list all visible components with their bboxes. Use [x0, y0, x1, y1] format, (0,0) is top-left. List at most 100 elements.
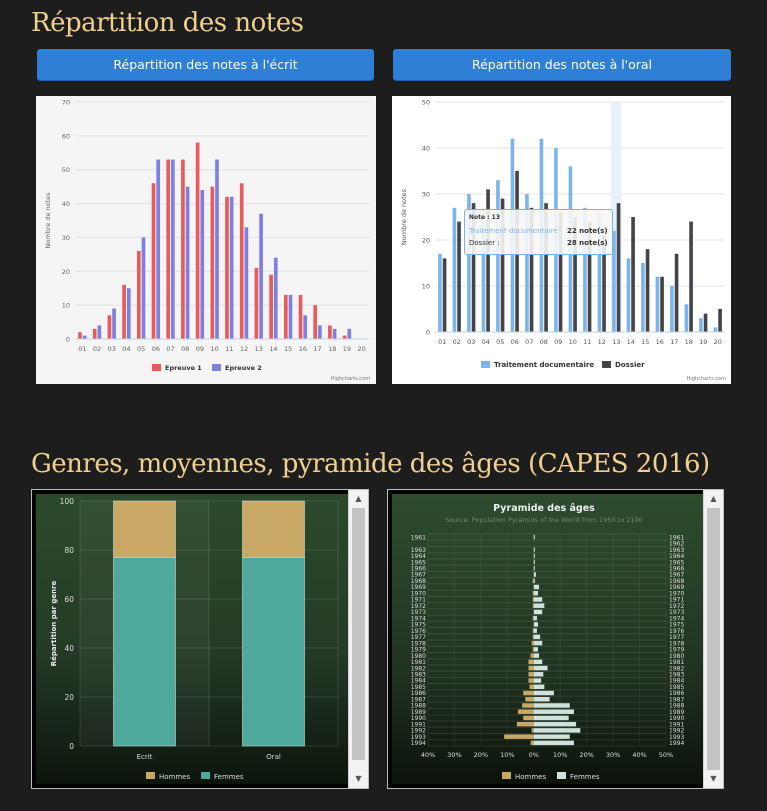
y-tick-label: 80	[64, 546, 74, 555]
chart-notes-ecrit: 0 10 20 30 40 50 60 70 01 02 03 04 05 06 07 08 09 10 11 12 1…	[36, 96, 376, 384]
bar	[500, 198, 505, 332]
tooltip-value-2: 28 note(s)	[567, 239, 608, 247]
y-tick-label-left: 1983	[411, 671, 426, 678]
bar	[655, 276, 660, 332]
bar	[583, 207, 587, 332]
bar	[112, 308, 116, 339]
y-tick-label-right: 1973	[669, 609, 684, 616]
stacked-bar	[242, 500, 305, 558]
chart-pyramide: Pyramide des âges Source: Population Pyra…	[392, 494, 703, 784]
bar	[684, 304, 689, 332]
bar-hommes	[523, 715, 534, 721]
tooltip-value-1: 22 note(s)	[567, 227, 608, 235]
bar-femmes	[533, 740, 574, 746]
x-tick-label: 50%	[659, 751, 673, 759]
y-tick-label: 10	[422, 283, 430, 291]
bar-femmes	[533, 572, 536, 577]
legend-label: Traitement documentaire	[494, 361, 594, 369]
bar	[674, 253, 679, 332]
bar-femmes	[533, 721, 577, 727]
y-tick-label: 40	[64, 644, 74, 653]
bar-femmes	[533, 622, 539, 627]
bar-femmes	[533, 665, 548, 671]
chart-title: Pyramide des âges	[493, 503, 595, 514]
y-tick-label-left: 1978	[411, 640, 426, 647]
bar	[273, 257, 278, 339]
scroll-thumb[interactable]	[352, 508, 365, 760]
chart-genres: 0 20 40 60 80 100 Ecrit Oral Répartition par gen…	[36, 494, 348, 784]
bar	[200, 190, 205, 339]
bar-hommes	[528, 678, 534, 683]
legend-swatch	[557, 772, 566, 779]
y-tick-label-right: 1972	[669, 603, 684, 610]
legend-swatch	[212, 364, 221, 371]
stacked-bar	[113, 557, 176, 747]
y-tick-label-right: 1965	[669, 559, 684, 566]
y-tick-label-left: 1994	[411, 740, 426, 747]
bar	[438, 253, 442, 332]
x-tick-label: 07	[525, 338, 533, 346]
x-tick-label: 01	[438, 338, 446, 346]
bar	[181, 159, 185, 339]
x-tick-label: 09	[196, 345, 204, 353]
bar	[215, 159, 219, 339]
bar-hommes	[532, 634, 534, 640]
bar	[151, 183, 156, 339]
bar	[136, 250, 141, 339]
bar	[626, 258, 631, 332]
y-tick-label-right: 1989	[669, 709, 684, 716]
x-tick-label: 10%	[553, 751, 567, 759]
bar-hommes	[504, 734, 534, 739]
scroll-down-icon[interactable]: ▼	[710, 774, 717, 783]
y-tick-label-left: 1976	[411, 628, 426, 635]
chart-tooltip: Note : 13 Traitement documentaire 22 not…	[464, 209, 613, 255]
scrollbar-pyramide[interactable]: ▲ ▼	[703, 490, 723, 788]
y-axis-label: Nombre de notes	[400, 188, 408, 245]
bar-hommes	[532, 597, 534, 602]
y-tick-label-left: 1965	[411, 559, 426, 566]
section-title-genres: Genres, moyennes, pyramide des âges (CAP…	[31, 449, 710, 479]
bar	[107, 315, 112, 339]
bar	[442, 258, 447, 332]
bar-femmes	[533, 597, 543, 602]
tooltip-label-2: Dossier :	[469, 239, 500, 247]
y-tick-label: 50	[422, 99, 430, 107]
bar-hommes	[532, 603, 534, 608]
x-tick-label: 10	[211, 345, 219, 353]
chart-background	[392, 494, 703, 784]
hover-band	[611, 102, 622, 332]
scroll-up-icon[interactable]: ▲	[710, 494, 717, 503]
y-tick-label-right: 1991	[669, 721, 684, 728]
bar-femmes	[533, 672, 544, 677]
scroll-up-icon[interactable]: ▲	[355, 494, 362, 503]
bar-femmes	[533, 647, 539, 652]
legend-label: Femmes	[570, 773, 600, 781]
x-tick-label: 30%	[606, 751, 620, 759]
x-tick-label: 04	[122, 345, 130, 353]
bar-hommes	[528, 665, 534, 671]
y-tick-label-right: 1988	[669, 703, 684, 710]
x-tick-label: 20%	[474, 751, 488, 759]
frame-genres: 0 20 40 60 80 100 Ecrit Oral Répartition par gen…	[31, 489, 369, 789]
y-tick-label: 40	[422, 145, 430, 153]
credits: Highcharts.com	[687, 376, 726, 382]
bar	[457, 221, 461, 332]
bar	[467, 194, 471, 332]
y-axis-label: Nombre de notes	[44, 192, 52, 249]
scroll-down-icon[interactable]: ▼	[355, 774, 362, 783]
x-tick-label: 03	[467, 338, 475, 346]
y-tick-label: 40	[62, 200, 70, 208]
button-notes-oral[interactable]: Répartition des notes à l'oral	[393, 49, 731, 80]
bar-femmes	[533, 709, 574, 714]
bar	[225, 196, 229, 339]
x-tick-label: 10%	[500, 751, 514, 759]
y-axis-label: Répartition par genre	[50, 580, 58, 666]
button-notes-ecrit[interactable]: Répartition des notes à l'écrit	[37, 49, 374, 80]
y-tick-label-right: 1962	[669, 541, 684, 548]
bar	[602, 235, 606, 332]
bar	[259, 213, 263, 339]
bar	[122, 284, 126, 339]
scroll-thumb[interactable]	[707, 508, 720, 770]
y-tick-label-left: 1963	[411, 547, 426, 554]
scrollbar-genres[interactable]: ▲ ▼	[348, 490, 368, 788]
